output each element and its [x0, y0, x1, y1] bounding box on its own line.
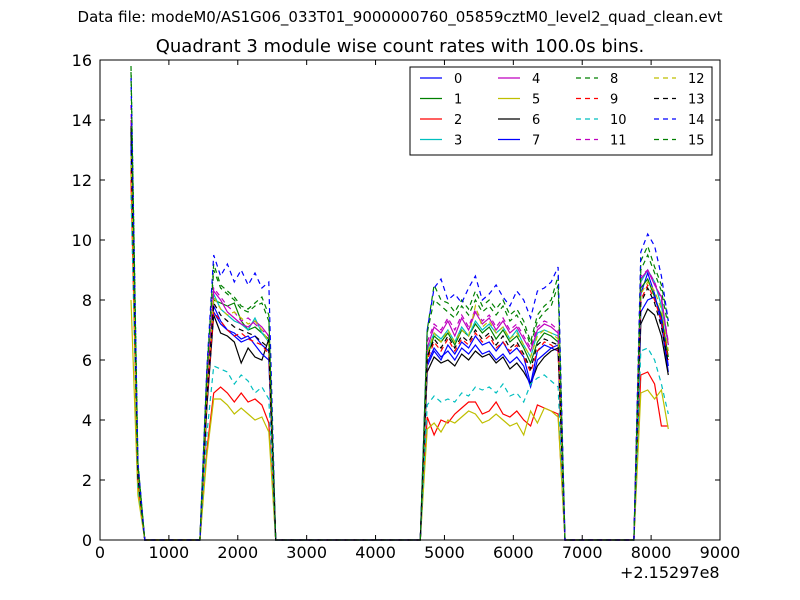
series-line-13 — [130, 131, 669, 541]
series-line-8 — [130, 65, 669, 541]
legend-label-11: 11 — [610, 134, 627, 149]
x-tick-label: 9000 — [700, 543, 741, 562]
series-line-11 — [130, 104, 669, 541]
y-tick-label: 10 — [72, 231, 92, 250]
series-line-12 — [130, 155, 669, 541]
legend-label-4: 4 — [532, 72, 540, 87]
legend-label-10: 10 — [610, 113, 627, 128]
y-tick-label: 12 — [72, 171, 92, 190]
legend-label-2: 2 — [454, 113, 462, 128]
legend-label-6: 6 — [532, 113, 540, 128]
legend-label-9: 9 — [610, 93, 618, 108]
data-file-title: Data file: modeM0/AS1G06_033T01_90000007… — [77, 8, 723, 26]
y-tick-label: 0 — [82, 531, 92, 550]
series-line-5 — [130, 299, 669, 541]
legend-label-3: 3 — [454, 134, 462, 149]
series-line-15 — [130, 71, 669, 541]
x-offset-label: +2.15297e8 — [620, 563, 720, 582]
legend-label-8: 8 — [610, 72, 618, 87]
series-line-14 — [130, 77, 669, 541]
axis-ticks: 0 1000 2000 3000 4000 5000 6000 7000 8000 9000 0 2 4… — [72, 51, 741, 562]
chart-title: Quadrant 3 module wise count rates with … — [155, 36, 645, 57]
legend-label-14: 14 — [688, 113, 705, 128]
x-tick-label: 7000 — [562, 543, 603, 562]
y-tick-label: 2 — [82, 471, 92, 490]
x-tick-label: 6000 — [493, 543, 534, 562]
legend-label-5: 5 — [532, 93, 540, 108]
y-tick-label: 4 — [82, 411, 92, 430]
x-tick-label: 8000 — [631, 543, 672, 562]
legend-label-0: 0 — [454, 72, 462, 87]
y-tick-label: 14 — [72, 111, 92, 130]
y-tick-label: 16 — [72, 51, 92, 70]
legend-label-7: 7 — [532, 134, 540, 149]
series-line-2 — [130, 179, 669, 541]
x-tick-label: 5000 — [424, 543, 465, 562]
x-tick-label: 2000 — [217, 543, 258, 562]
x-tick-label: 4000 — [355, 543, 396, 562]
y-tick-label: 6 — [82, 351, 92, 370]
x-tick-label: 3000 — [286, 543, 327, 562]
legend-label-12: 12 — [688, 72, 705, 87]
x-tick-label: 0 — [95, 543, 105, 562]
series-line-9 — [130, 170, 669, 541]
legend-label-13: 13 — [688, 93, 705, 108]
legend-label-1: 1 — [454, 93, 462, 108]
legend-box — [409, 66, 713, 156]
y-tick-label: 8 — [82, 291, 92, 310]
plot-lines — [130, 65, 669, 541]
legend-label-15: 15 — [688, 134, 705, 149]
series-line-1 — [130, 164, 669, 541]
series-line-10 — [130, 194, 669, 541]
x-tick-label: 1000 — [149, 543, 190, 562]
